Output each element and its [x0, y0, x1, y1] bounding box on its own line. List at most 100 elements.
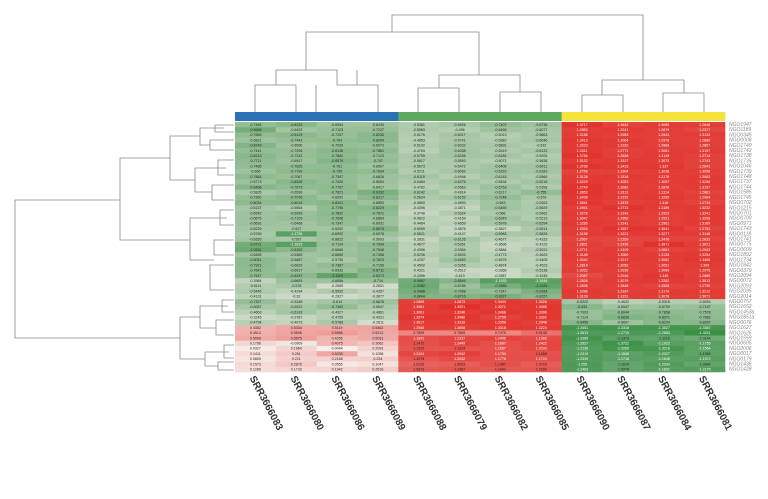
- cell-value: -0.5863: [535, 133, 547, 137]
- heatmap-cell: [684, 293, 726, 300]
- heatmap-cell: [357, 325, 399, 331]
- heatmap-cell: [439, 158, 481, 164]
- cell-value: -0.5789: [249, 232, 261, 236]
- cell-value: -0.3245: [249, 315, 261, 319]
- heatmap-cell: [480, 340, 522, 347]
- cell-value: -1.1935: [494, 279, 506, 283]
- heatmap-cell: [316, 273, 358, 279]
- cell-value: 1.3717: [577, 123, 588, 127]
- heatmap-cell: [684, 184, 726, 191]
- heatmap-cell: [684, 194, 726, 201]
- cell-value: -1.3367: [698, 326, 710, 330]
- row-label: NGO1741: [729, 237, 752, 243]
- heatmap-cell: [520, 351, 562, 357]
- cell-value: 1.2879: [658, 128, 669, 132]
- cell-value: -0.5514: [535, 227, 547, 231]
- cell-value: 1.3318: [454, 321, 465, 325]
- cell-value: 1.3083: [699, 175, 710, 179]
- heatmap-cell: [684, 252, 726, 258]
- cell-value: -0.9164: [535, 289, 547, 293]
- heatmap-cell: [316, 288, 358, 295]
- cell-value: -0.666: [250, 170, 260, 174]
- heatmap-cell: [235, 194, 277, 201]
- cell-value: -0.8034: [249, 201, 261, 205]
- cell-value: -0.6926: [290, 211, 302, 215]
- cell-value: -0.6864: [372, 217, 384, 221]
- cell-value: 1.2948: [536, 321, 547, 325]
- heatmap-cell: [275, 283, 317, 289]
- heatmap-cell: [561, 345, 603, 352]
- heatmap-cell: [602, 174, 644, 180]
- heatmap-cell: [357, 127, 399, 133]
- heatmap-cell: [357, 273, 399, 279]
- cell-value: 0.1058: [372, 352, 383, 356]
- cell-value: -0.4464: [413, 222, 425, 226]
- heatmap-cell: [275, 236, 317, 243]
- cell-value: 1.3443: [495, 300, 506, 304]
- cell-value: 1.2032: [454, 357, 465, 361]
- cell-value: 1.3241: [617, 128, 628, 132]
- heatmap-cell: [398, 179, 440, 185]
- heatmap-cell: [602, 220, 644, 227]
- heatmap-cell: [316, 345, 358, 352]
- cell-value: 1.2896: [577, 284, 588, 288]
- heatmap-cell: [684, 205, 726, 211]
- heatmap-cell: [357, 330, 399, 336]
- heatmap-cell: [275, 304, 317, 310]
- heatmap-cell: [439, 293, 481, 300]
- cell-value: -0.4794: [249, 321, 261, 325]
- heatmap-cell: [602, 293, 644, 300]
- heatmap-cell: [643, 309, 685, 316]
- heatmap-cell: [561, 319, 603, 326]
- row-label: NGO0757: [729, 299, 752, 305]
- cell-value: 1.2889: [699, 274, 710, 278]
- cell-value: -0.8229: [372, 206, 384, 210]
- cell-value: -0.3512: [453, 269, 465, 273]
- heatmap-cell: [602, 267, 644, 274]
- heatmap-cell: [602, 361, 644, 368]
- heatmap-cell: [561, 309, 603, 316]
- heatmap-cell: [235, 137, 277, 144]
- cell-value: -0.7458: [372, 253, 384, 257]
- cell-value: 1.3176: [658, 175, 669, 179]
- cell-value: -0.2927: [331, 295, 343, 299]
- cell-value: 1.2868: [658, 144, 669, 148]
- cell-value: 1.3278: [577, 211, 588, 215]
- heatmap-cell: [275, 168, 317, 175]
- cell-value: -0.755: [536, 190, 546, 194]
- cell-value: 1.3318: [495, 326, 506, 330]
- heatmap-cell: [439, 122, 481, 128]
- heatmap-cell: [398, 215, 440, 222]
- heatmap-cell: [235, 366, 277, 373]
- cell-value: -0.4914: [453, 190, 465, 194]
- cell-value: -0.8054: [372, 138, 384, 142]
- heatmap-cell: [398, 293, 440, 300]
- cell-value: -0.7123: [372, 154, 384, 158]
- cell-value: -1.1646: [535, 279, 547, 283]
- cell-value: -0.5926: [453, 123, 465, 127]
- heatmap-cell: [684, 226, 726, 232]
- heatmap-cell: [684, 210, 726, 217]
- heatmap-cell: [684, 142, 726, 149]
- heatmap-cell: [398, 236, 440, 243]
- heatmap-cell: [480, 200, 522, 206]
- heatmap-cell: [439, 142, 481, 149]
- heatmap-cell: [480, 142, 522, 149]
- heatmap-cell: [684, 220, 726, 227]
- cell-value: -0.7861: [372, 149, 384, 153]
- heatmap-cell: [275, 179, 317, 185]
- cell-value: 1.2422: [536, 342, 547, 346]
- heatmap-cell: [275, 158, 317, 164]
- row-label: NGO1453a: [729, 309, 755, 315]
- heatmap-cell: [398, 267, 440, 274]
- cell-value: 1.3139: [577, 295, 588, 299]
- heatmap-cell: [398, 345, 440, 352]
- heatmap-cell: [398, 153, 440, 159]
- heatmap-cell: [561, 142, 603, 149]
- heatmap-cell: [398, 226, 440, 232]
- cell-value: 0.5235: [332, 352, 343, 356]
- cell-value: -0.6411: [535, 164, 547, 168]
- cell-value: -0.8015: [290, 201, 302, 205]
- heatmap-cell: [480, 309, 522, 316]
- heatmap-cell: [602, 236, 644, 243]
